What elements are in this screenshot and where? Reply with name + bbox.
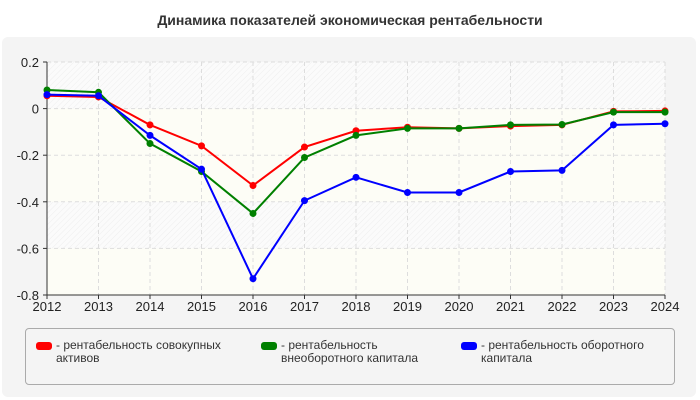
data-point (352, 131, 360, 139)
y-tick-label: -0.8 (17, 288, 39, 303)
data-point (661, 108, 669, 116)
legend: - рентабельность совокупных активов - ре… (25, 328, 675, 385)
x-tick-label: 2013 (84, 299, 113, 314)
data-point (352, 173, 360, 181)
y-tick-label: 0 (32, 102, 39, 117)
x-tick-label: 2023 (599, 299, 628, 314)
data-point (146, 140, 154, 148)
data-point (558, 120, 566, 128)
x-tick-label: 2018 (342, 299, 371, 314)
y-tick-label: -0.6 (17, 241, 39, 256)
data-point (610, 121, 617, 129)
legend-label: - рентабельность оборотного капитала (481, 338, 644, 365)
x-tick-label: 2024 (651, 299, 680, 314)
x-tick-label: 2021 (496, 299, 525, 314)
data-point (43, 91, 51, 99)
data-point (404, 124, 411, 132)
legend-swatch (261, 342, 277, 350)
data-point (198, 142, 205, 150)
x-tick-label: 2015 (187, 299, 216, 314)
data-point (507, 121, 514, 129)
data-point (249, 275, 257, 283)
legend-swatch (461, 342, 477, 350)
legend-item-total-assets[interactable]: - рентабельность совокупных активов (36, 339, 246, 365)
data-point (455, 188, 463, 196)
x-tick-label: 2017 (290, 299, 319, 314)
data-point (455, 124, 463, 132)
legend-swatch (36, 342, 52, 350)
x-tick-label: 2022 (548, 299, 577, 314)
data-point (301, 154, 308, 162)
data-point (249, 209, 257, 217)
data-point (146, 121, 154, 129)
data-point (661, 120, 669, 128)
data-point (558, 166, 566, 174)
x-tick-label: 2012 (33, 299, 62, 314)
data-point (507, 168, 514, 176)
data-point (146, 131, 154, 139)
x-tick-label: 2020 (445, 299, 474, 314)
legend-label: - рентабельность внеоборотного капитала (281, 338, 418, 365)
y-tick-label: -0.2 (17, 148, 39, 163)
legend-item-noncurrent-capital[interactable]: - рентабельность внеоборотного капитала (261, 339, 461, 365)
x-tick-label: 2019 (393, 299, 422, 314)
data-point (301, 197, 308, 205)
x-tick-label: 2016 (239, 299, 268, 314)
legend-label: - рентабельность совокупных активов (56, 338, 221, 365)
data-point (95, 92, 102, 100)
data-point (198, 165, 205, 173)
chart-title: Динамика показателей экономическая рента… (157, 12, 543, 28)
data-point (301, 143, 308, 151)
legend-item-working-capital[interactable]: - рентабельность оборотного капитала (461, 339, 671, 365)
data-point (249, 181, 257, 189)
y-tick-label: 0.2 (21, 55, 39, 70)
y-tick-label: -0.4 (17, 195, 39, 210)
data-point (404, 188, 411, 196)
x-tick-label: 2014 (136, 299, 165, 314)
data-point (610, 108, 617, 116)
